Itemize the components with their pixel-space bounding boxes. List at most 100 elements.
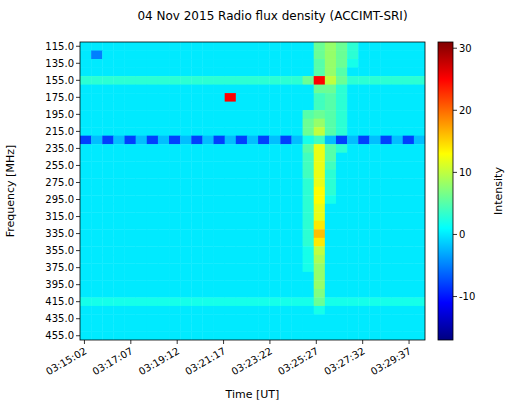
- cell: [314, 221, 326, 230]
- cell: [147, 153, 159, 162]
- cell: [91, 102, 103, 111]
- cell: [225, 246, 237, 255]
- cell: [347, 153, 359, 162]
- cell: [125, 136, 137, 145]
- cell: [403, 306, 415, 315]
- cell: [291, 42, 303, 51]
- cell: [336, 314, 348, 323]
- cell: [347, 323, 359, 332]
- cell: [258, 323, 270, 332]
- cell: [91, 42, 103, 51]
- cell: [347, 136, 359, 145]
- cell: [314, 272, 326, 281]
- cell: [392, 153, 404, 162]
- cell: [102, 144, 114, 153]
- cell: [113, 229, 125, 238]
- cell: [125, 272, 137, 281]
- cell: [403, 170, 415, 179]
- cell: [80, 110, 92, 119]
- cell: [80, 195, 92, 204]
- cell: [113, 102, 125, 111]
- cell: [414, 272, 425, 281]
- cell: [236, 136, 248, 145]
- cell: [113, 204, 125, 213]
- cell: [247, 76, 259, 85]
- cell: [336, 246, 348, 255]
- cell: [325, 289, 337, 298]
- cell: [80, 212, 92, 221]
- cell: [347, 51, 359, 60]
- cell: [202, 161, 214, 170]
- cell: [202, 280, 214, 289]
- cell: [269, 102, 281, 111]
- cell: [158, 255, 170, 264]
- cell: [169, 204, 181, 213]
- cell: [403, 178, 415, 187]
- cell: [180, 102, 192, 111]
- cell: [392, 127, 404, 136]
- cell: [369, 272, 381, 281]
- cell: [169, 102, 181, 111]
- cell: [236, 153, 248, 162]
- cell: [180, 161, 192, 170]
- cell: [280, 187, 292, 196]
- cell: [191, 119, 203, 128]
- cell: [291, 68, 303, 77]
- cell: [314, 229, 326, 238]
- cell: [80, 187, 92, 196]
- cell: [303, 51, 315, 60]
- cell: [136, 59, 148, 68]
- cell: [358, 238, 370, 247]
- cell: [258, 119, 270, 128]
- cell: [169, 178, 181, 187]
- cell: [102, 59, 114, 68]
- cell: [113, 246, 125, 255]
- cell: [91, 212, 103, 221]
- cell: [291, 212, 303, 221]
- cell: [414, 246, 425, 255]
- cell: [291, 187, 303, 196]
- cell: [80, 272, 92, 281]
- cell: [414, 136, 425, 145]
- cell: [336, 297, 348, 306]
- cell: [80, 153, 92, 162]
- cell: [325, 246, 337, 255]
- cell: [258, 93, 270, 102]
- cell: [225, 170, 237, 179]
- cell: [269, 51, 281, 60]
- cell: [280, 59, 292, 68]
- cell: [113, 85, 125, 94]
- cell: [414, 289, 425, 298]
- cell: [280, 136, 292, 145]
- cell: [347, 204, 359, 213]
- cell: [214, 323, 226, 332]
- cell: [191, 297, 203, 306]
- cell: [147, 272, 159, 281]
- cell: [403, 127, 415, 136]
- cell: [136, 238, 148, 247]
- cell: [314, 212, 326, 221]
- cell: [414, 263, 425, 272]
- cell: [91, 51, 103, 60]
- cell: [136, 68, 148, 77]
- cell: [369, 59, 381, 68]
- cell: [392, 331, 404, 340]
- cell: [113, 51, 125, 60]
- cell: [403, 68, 415, 77]
- cell: [147, 289, 159, 298]
- cell: [414, 238, 425, 247]
- cell: [102, 42, 114, 51]
- cell: [380, 170, 392, 179]
- cell: [225, 119, 237, 128]
- cell: [325, 110, 337, 119]
- cell: [269, 331, 281, 340]
- cell: [247, 110, 259, 119]
- cell: [336, 153, 348, 162]
- cell: [225, 306, 237, 315]
- cell: [347, 93, 359, 102]
- cell: [358, 93, 370, 102]
- cell: [125, 195, 137, 204]
- cell: [369, 187, 381, 196]
- cell: [414, 170, 425, 179]
- cell: [214, 51, 226, 60]
